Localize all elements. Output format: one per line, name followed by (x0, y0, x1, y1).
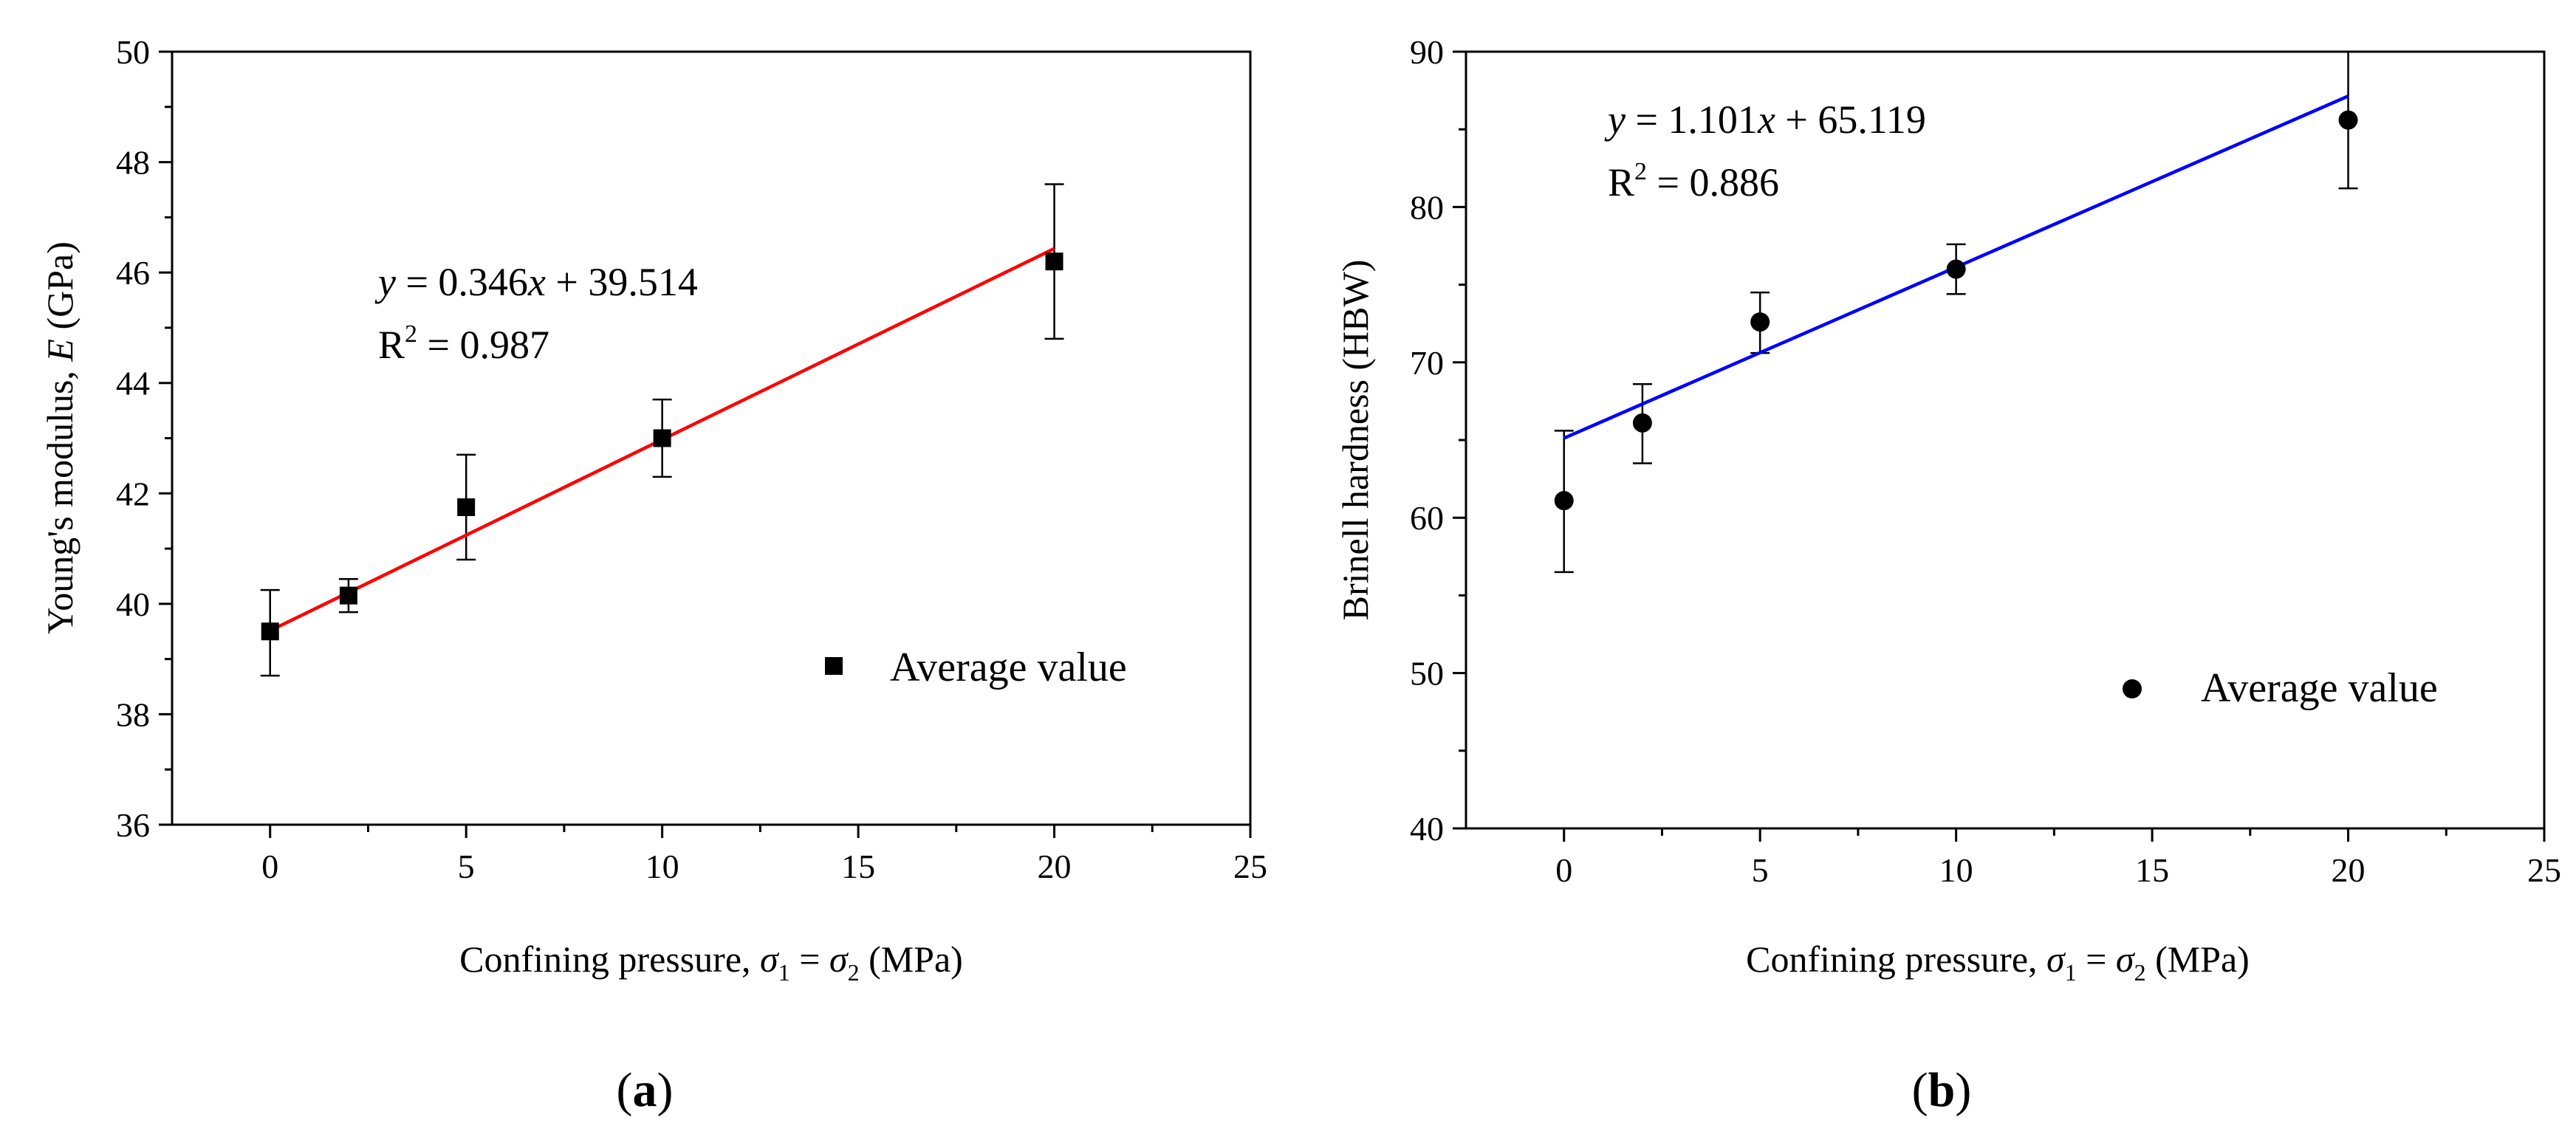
data-point (1045, 253, 1063, 271)
tick-labels-a: 0 5 10 15 20 25 36 38 40 42 44 46 48 50 (116, 33, 1267, 885)
y-tick-label: 38 (116, 695, 150, 733)
y-tick-label: 90 (1410, 33, 1444, 71)
data-point (261, 622, 279, 641)
equation-a: y = 0.346x + 39.514 (374, 260, 698, 304)
y-tick-label: 50 (1410, 655, 1444, 693)
y-tick-label: 40 (1410, 810, 1444, 848)
panel-label-b: (b) (1912, 1063, 1972, 1117)
y-tick-label: 42 (116, 475, 150, 512)
x-tick-label: 20 (1038, 848, 1072, 885)
x-tick-label: 5 (458, 848, 475, 885)
data-points-b (1554, 110, 2358, 511)
legend-marker-b (2123, 679, 2142, 698)
tick-labels-b: 0 5 10 15 20 25 40 50 60 70 80 90 (1410, 33, 2561, 889)
x-tick-label: 0 (261, 848, 278, 885)
legend-label-a: Average value (890, 645, 1127, 690)
x-tick-label: 10 (1939, 851, 1973, 889)
y-tick-label: 40 (116, 585, 150, 623)
data-points-a (261, 253, 1063, 641)
data-point (1750, 312, 1770, 332)
data-point (339, 586, 357, 605)
data-point (1946, 259, 1966, 279)
y-tick-label: 44 (116, 365, 150, 402)
x-tick-label: 15 (841, 848, 875, 885)
x-axis-title-b: Confining pressure, σ1 = σ2 (MPa) (1746, 938, 2250, 986)
legend-marker-a (825, 657, 843, 675)
x-tick-label: 20 (2332, 851, 2366, 889)
data-point (1554, 491, 1574, 511)
y-tick-label: 50 (116, 33, 150, 71)
y-tick-label: 80 (1410, 188, 1444, 226)
y-tick-label: 48 (116, 144, 150, 182)
x-axis-title-a: Confining pressure, σ1 = σ2 (MPa) (459, 938, 963, 986)
r-squared-a: R2 = 0.987 (378, 320, 549, 367)
x-tick-label: 10 (645, 848, 679, 885)
panel-label-a: (a) (617, 1063, 674, 1117)
y-axis-title-a: Young's modulus, E (GPa) (39, 241, 80, 634)
x-tick-label: 15 (2135, 851, 2169, 889)
y-tick-label: 70 (1410, 344, 1444, 382)
y-tick-label: 46 (116, 254, 150, 292)
data-point (457, 498, 476, 516)
ticks-b (1453, 50, 2546, 842)
y-axis-title-b: Brinell hardness (HBW) (1335, 260, 1376, 621)
ticks-a (159, 50, 1252, 838)
x-tick-label: 0 (1555, 851, 1572, 889)
legend-label-b: Average value (2201, 665, 2438, 711)
x-tick-label: 25 (2527, 851, 2561, 889)
y-tick-label: 36 (116, 806, 150, 844)
equation-b: y = 1.101x + 65.119 (1604, 97, 1926, 142)
x-tick-label: 5 (1752, 851, 1769, 889)
chart-panel-b: 0 5 10 15 20 25 40 50 60 70 80 90 y = 1.101x + 65.1… (1335, 33, 2561, 1117)
data-point (653, 429, 671, 447)
chart-panel-a: 0 5 10 15 20 25 36 38 40 42 44 46 48 50 y = 0.346x + … (39, 33, 1267, 1117)
y-tick-label: 60 (1410, 499, 1444, 537)
r-squared-b: R2 = 0.886 (1608, 158, 1779, 205)
x-tick-label: 25 (1233, 848, 1267, 885)
data-point (1632, 413, 1652, 433)
data-point (2338, 110, 2358, 130)
plot-frame-a (171, 50, 1252, 826)
